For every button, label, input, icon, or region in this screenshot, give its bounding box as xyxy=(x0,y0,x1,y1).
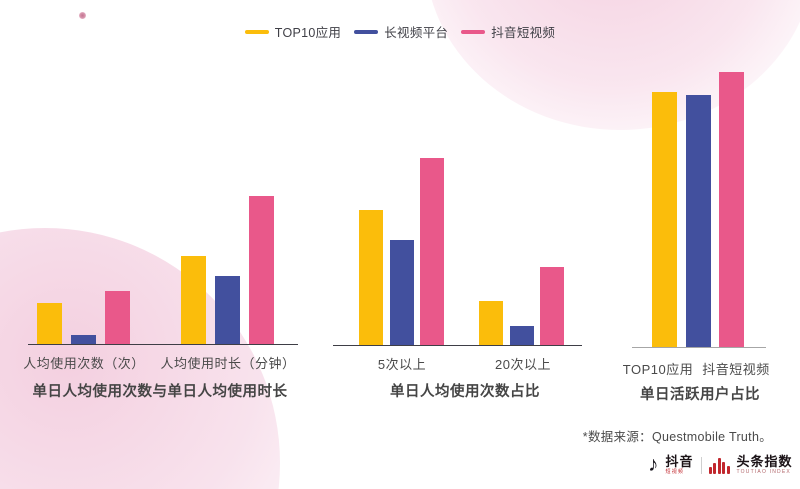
chart-title: 单日人均使用次数占比 xyxy=(390,384,540,400)
bar-TOP10应用 xyxy=(359,210,383,345)
x-axis-label: TOP10应用 xyxy=(622,362,694,377)
bar-抖音短视频 xyxy=(719,72,744,347)
bar-group xyxy=(37,291,130,344)
toutiao-index-wordmark: 头条指数 TOUTIAO INDEX xyxy=(737,455,793,475)
bar-TOP10应用 xyxy=(181,256,206,344)
chart-usage-frequency-duration: 人均使用次数（次） 人均使用时长（分钟） 单日人均使用次数与单日人均使用时长 xyxy=(23,0,298,420)
x-axis-label: 人均使用时长（分钟） xyxy=(160,356,296,371)
index-icon-bar xyxy=(708,466,712,474)
bar-group xyxy=(652,72,744,347)
legend-label: TOP10应用 xyxy=(274,26,342,40)
bar-长视频平台 xyxy=(685,95,711,347)
bar-抖音短视频 xyxy=(105,291,130,344)
douyin-wordmark: 抖音 短视频 xyxy=(666,455,694,475)
bar-长视频平台 xyxy=(509,326,534,345)
douyin-wordmark-text: 抖音 xyxy=(665,454,694,469)
douyin-wordmark-subtext: 短视频 xyxy=(665,469,685,475)
chart-usage-count-share: 5次以上 20次以上 单日人均使用次数占比 xyxy=(333,0,582,420)
bar-group xyxy=(181,196,274,344)
toutiao-index-bars-icon xyxy=(708,457,730,474)
bar-plot xyxy=(28,0,274,344)
bar-抖音短视频 xyxy=(420,158,444,345)
bar-长视频平台 xyxy=(71,335,96,344)
x-axis-label: 20次以上 xyxy=(495,357,551,372)
x-axis-label: 抖音短视频 xyxy=(702,362,770,377)
x-axis-line xyxy=(333,345,582,347)
chart-dau-share: TOP10应用 抖音短视频 单日活跃用户占比 xyxy=(623,0,769,420)
bar-group xyxy=(479,267,564,345)
bar-plot xyxy=(632,0,744,347)
bar-TOP10应用 xyxy=(37,303,62,344)
index-icon-bar xyxy=(717,457,721,474)
legend-item-1: TOP10应用 xyxy=(244,22,342,41)
toutiao-wordmark-text: 头条指数 xyxy=(736,454,793,469)
x-axis-label: 人均使用次数（次） xyxy=(23,356,145,371)
x-axis-line xyxy=(28,344,298,346)
bar-group xyxy=(359,158,444,345)
bar-长视频平台 xyxy=(389,240,414,345)
index-icon-bar xyxy=(722,461,726,474)
douyin-music-note-icon: ♪ xyxy=(648,453,659,476)
bar-抖音短视频 xyxy=(249,196,274,344)
x-axis-line xyxy=(632,347,766,348)
logo-divider xyxy=(700,456,702,474)
x-axis-label: 5次以上 xyxy=(377,357,427,372)
legend-swatch xyxy=(354,29,379,34)
chart-title: 单日人均使用次数与单日人均使用时长 xyxy=(32,384,288,400)
legend-swatch xyxy=(244,29,269,34)
decor-dot xyxy=(79,12,86,19)
bar-抖音短视频 xyxy=(540,267,564,345)
toutiao-wordmark-subtext: TOUTIAO INDEX xyxy=(736,469,791,475)
bar-plot xyxy=(333,0,564,345)
bar-TOP10应用 xyxy=(479,301,503,345)
chart-title: 单日活跃用户占比 xyxy=(640,387,760,403)
bar-长视频平台 xyxy=(215,276,240,344)
footer-logos: ♪ 抖音 短视频 头条指数 TOUTIAO INDEX xyxy=(648,452,793,478)
data-source-note: *数据来源：Questmobile Truth。 xyxy=(582,430,772,444)
index-icon-bar xyxy=(713,462,717,474)
bar-TOP10应用 xyxy=(652,92,677,347)
index-icon-bar xyxy=(726,465,730,474)
